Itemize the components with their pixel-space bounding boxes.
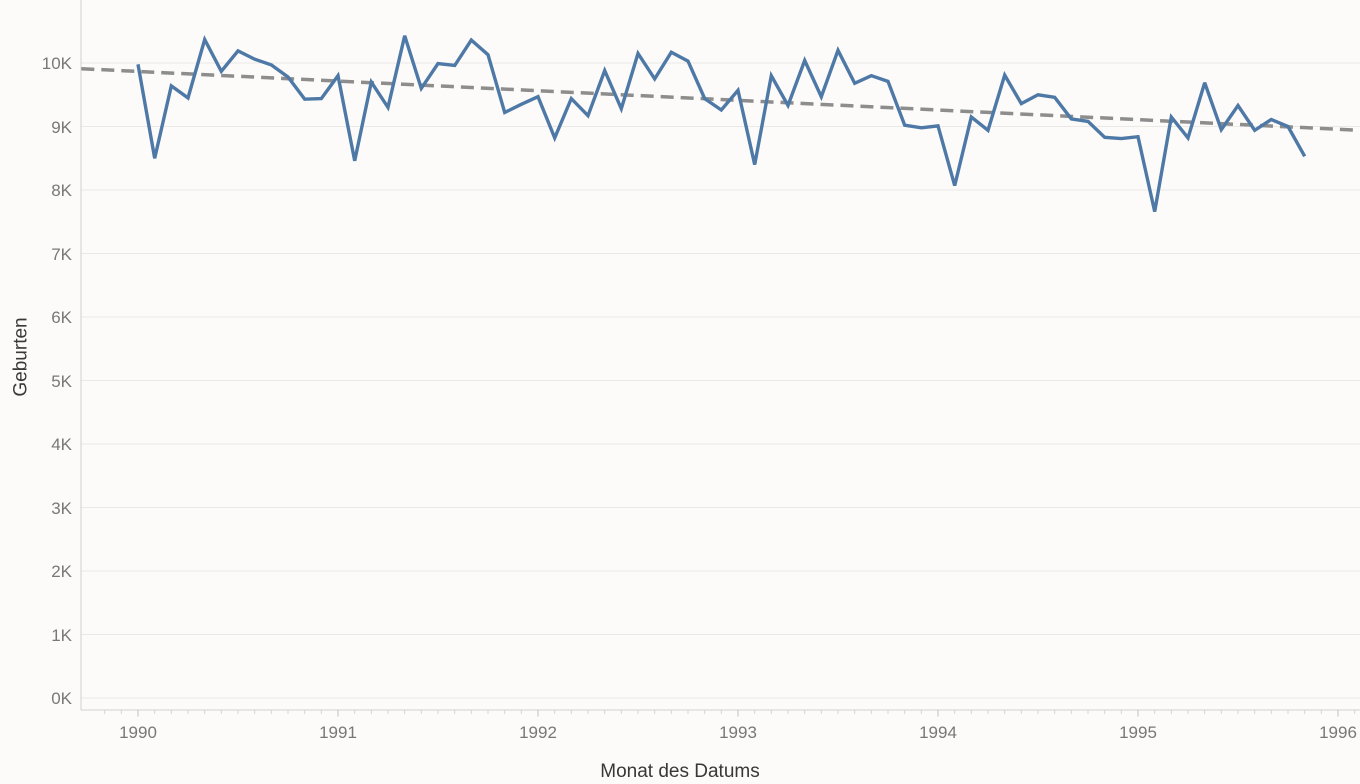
y-tick-label: 5K (51, 371, 72, 391)
births-line (136, 34, 1307, 212)
x-tick-label: 1995 (1119, 723, 1157, 742)
x-axis-ticks (104, 710, 1356, 717)
x-tick-label: 1992 (519, 723, 557, 742)
x-tick-label: 1994 (919, 723, 957, 742)
y-axis-title: Geburten (10, 317, 32, 397)
axis-rulers (80, 0, 1360, 711)
y-tick-label: 4K (51, 435, 72, 454)
gridlines (81, 62, 1360, 699)
births-line-series (136, 34, 1307, 212)
y-tick-label: 2K (51, 562, 72, 581)
x-tick-label: 1993 (719, 723, 757, 742)
x-tick-label: 1990 (119, 723, 157, 742)
trend-line (81, 66, 1360, 133)
y-tick-label: 9K (51, 117, 72, 137)
x-axis-title: Monat des Datums (600, 761, 760, 782)
x-tick-label: 1991 (319, 723, 357, 742)
y-tick-label: 6K (51, 308, 72, 327)
y-tick-label: 10K (41, 54, 72, 73)
y-tick-label: 8K (51, 181, 72, 200)
trend-dashed-line (81, 66, 1360, 133)
y-tick-label: 1K (51, 625, 72, 645)
y-tick-label: 7K (51, 244, 72, 264)
x-tick-label: 1996 (1319, 723, 1357, 742)
plot-area[interactable] (81, 0, 1360, 710)
y-tick-label: 3K (51, 498, 72, 518)
y-tick-label: 0K (51, 689, 72, 708)
